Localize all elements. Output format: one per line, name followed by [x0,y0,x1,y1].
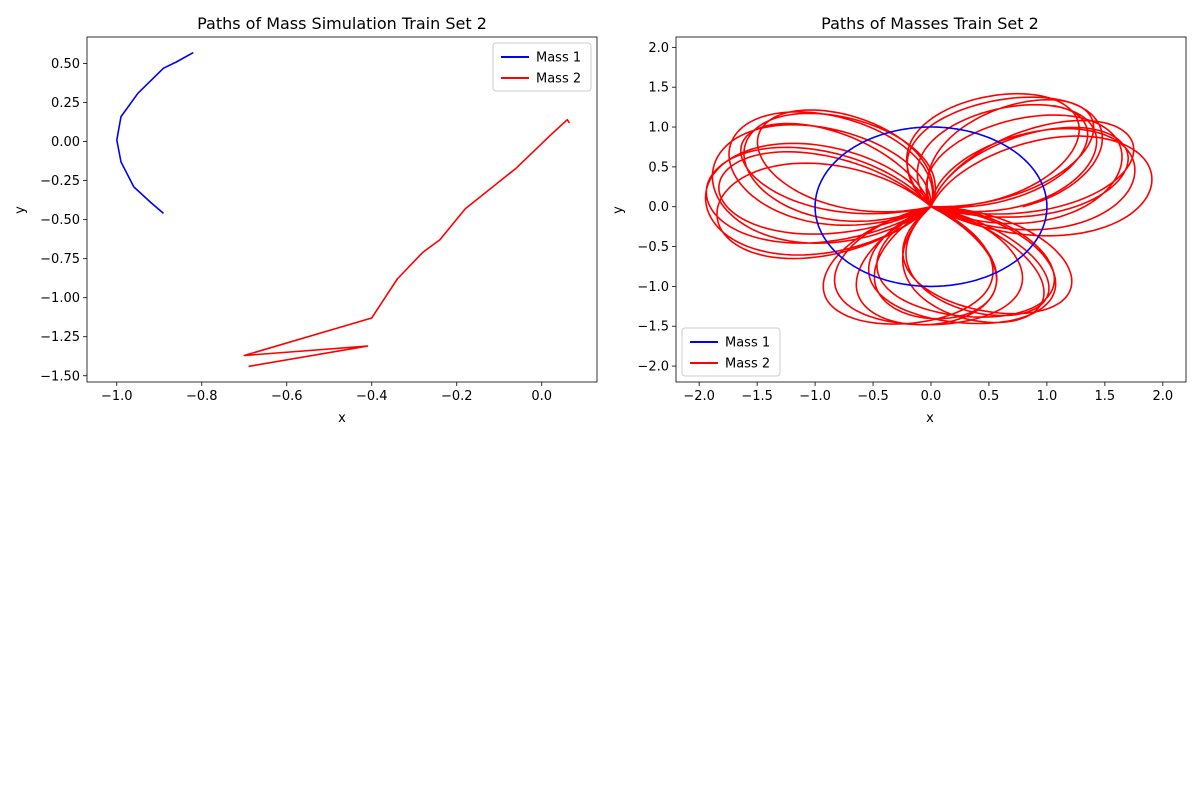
x-tick-label: 2.0 [1152,389,1173,404]
x-tick-label: 0.5 [979,389,1000,404]
legend-label: Mass 2 [725,357,770,372]
x-tick-label: −2.0 [683,389,715,404]
x-tick-label: −0.2 [441,389,473,404]
series-line-mass-2 [243,118,571,368]
y-tick-label: −1.50 [40,369,80,384]
chart-left-ylabel: y [13,206,28,214]
y-tick-label: 0.25 [51,96,80,111]
legend-label: Mass 2 [536,72,581,87]
x-tick-label: −0.5 [857,389,889,404]
series-group [116,51,571,368]
chart-right-xlabel: x [926,411,934,426]
y-tick-label: −1.25 [40,330,80,345]
chart-left-title: Paths of Mass Simulation Train Set 2 [197,14,487,33]
x-tick-label: −1.5 [741,389,773,404]
x-tick-label: 1.0 [1037,389,1058,404]
x-tick-label: −1.0 [799,389,831,404]
legend: Mass 1 Mass 2 [681,327,781,377]
y-tick-label: 0.5 [648,160,669,175]
chart-left-plot-area: −1.0 −0.8 −0.6 −0.4 −0.2 0.0 0.50 0.25 0.00 −0.25… [40,36,598,404]
chart-right: Paths of Masses Train Set 2 −2.0 −1.5 −1.0… [611,14,1187,426]
series-line-mass-2 [704,92,1153,326]
series-line-mass-1 [116,51,194,215]
y-tick-label: 2.0 [648,41,669,56]
x-tick-label: −1.0 [101,389,133,404]
y-tick-label: −1.0 [637,280,669,295]
chart-right-ylabel: y [611,206,626,214]
x-tick-label: −0.8 [186,389,218,404]
x-tick-label: −0.6 [271,389,303,404]
x-tick-label: 0.0 [921,389,942,404]
series-group [704,92,1153,326]
chart-right-title: Paths of Masses Train Set 2 [821,14,1039,33]
x-tick-label: 1.5 [1095,389,1116,404]
axes-frame [675,36,1187,383]
y-tick-label: 0.50 [51,57,80,72]
y-tick-label: 1.0 [648,121,669,136]
y-tick-label: −0.75 [40,252,80,267]
y-tick-label: 1.5 [648,81,669,96]
legend-label: Mass 1 [725,336,770,351]
axes-frame [86,36,598,383]
y-tick-label: −0.50 [40,213,80,228]
series-line-mass-1 [814,126,1048,288]
y-tick-label: −0.25 [40,174,80,189]
y-tick-label: −2.0 [637,360,669,375]
legend-label: Mass 1 [536,51,581,66]
y-tick-label: −1.00 [40,291,80,306]
chart-left: Paths of Mass Simulation Train Set 2 −1.… [13,14,598,426]
y-tick-label: −0.5 [637,240,669,255]
x-tick-label: −0.4 [356,389,388,404]
x-tick-label: 0.0 [531,389,552,404]
legend: Mass 1 Mass 2 [492,42,592,92]
y-tick-label: −1.5 [637,320,669,335]
chart-right-plot-area: −2.0 −1.5 −1.0 −0.5 0.0 0.5 1.0 1.5 2.0 2.0 1.5 1.0… [637,36,1187,404]
y-tick-label: 0.0 [648,200,669,215]
chart-left-xlabel: x [338,411,346,426]
y-tick-label: 0.00 [51,135,80,150]
